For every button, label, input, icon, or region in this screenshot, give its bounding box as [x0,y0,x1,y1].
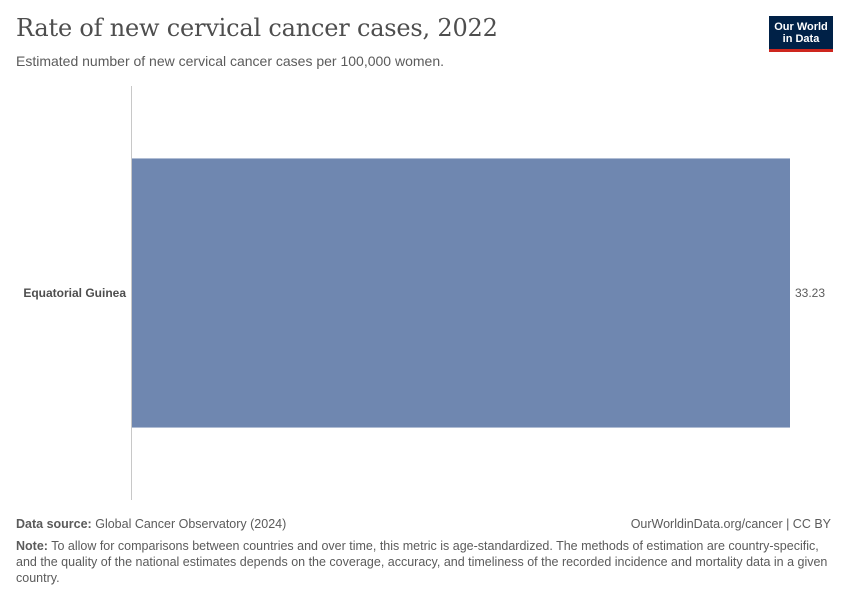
category-label: Equatorial Guinea [23,286,126,300]
chart-subtitle: Estimated number of new cervical cancer … [16,53,444,69]
source-link[interactable]: OurWorldinData.org/cancer | CC BY [630,517,831,531]
logo-line-1: Our World [774,21,828,33]
note-label: Note: [16,539,48,553]
bar-chart: Equatorial Guinea 33.23 [23,86,825,500]
chart-title: Rate of new cervical cancer cases, 2022 [16,14,498,42]
source-line: Data source: Global Cancer Observatory (… [16,517,831,531]
value-label: 33.23 [795,286,825,300]
note: Note: To allow for comparisons between c… [16,538,831,586]
source-text[interactable]: Global Cancer Observatory (2024) [95,517,287,531]
logo-line-2: in Data [782,33,820,45]
bar[interactable] [132,158,790,428]
owid-logo[interactable]: Our World in Data [769,16,833,52]
note-text: To allow for comparisons between countri… [16,539,828,585]
source-label: Data source: [16,517,92,531]
